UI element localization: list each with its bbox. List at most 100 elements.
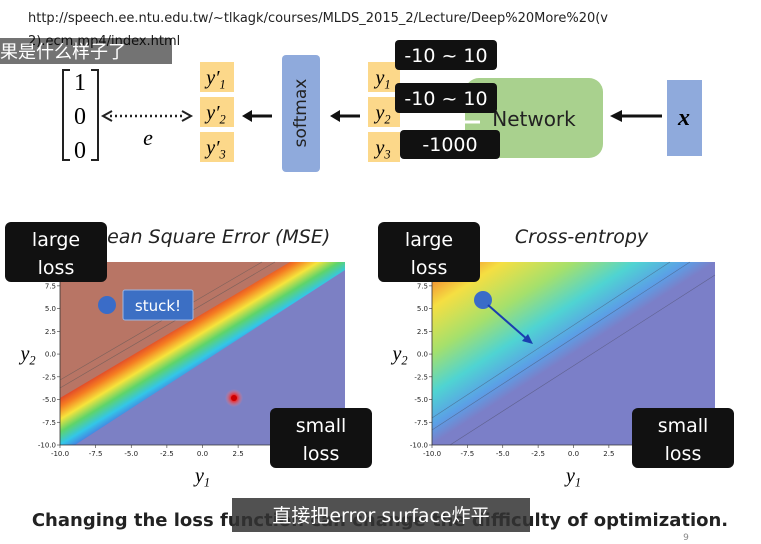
symbol: y′ xyxy=(204,102,220,124)
math-label: y1 xyxy=(564,465,581,489)
large-loss-box xyxy=(5,222,107,282)
symbol: y′ xyxy=(204,67,220,89)
surface-band xyxy=(60,262,345,445)
start-point xyxy=(474,291,492,309)
math-label: y3 xyxy=(373,137,390,161)
minimum-point xyxy=(231,395,237,401)
math-label: y2 xyxy=(373,102,390,126)
x-tick-label: -2.5 xyxy=(531,450,545,458)
x-tick-label: 2.5 xyxy=(233,450,244,458)
math-label: y′3 xyxy=(204,137,225,161)
arrow-head xyxy=(610,110,622,122)
y-tick-label: -7.5 xyxy=(42,419,56,427)
subscript: 1 xyxy=(575,475,581,489)
output-box xyxy=(200,62,234,92)
network-label: Network xyxy=(492,107,576,131)
subscript: 2 xyxy=(220,112,226,126)
x-tick-label: -2.5 xyxy=(160,450,174,458)
subscript: 2 xyxy=(401,353,407,367)
output-box xyxy=(200,132,234,162)
small-loss-label: loss xyxy=(665,443,702,465)
range-label: -10 ~ 10 xyxy=(404,88,487,110)
large-loss-label: loss xyxy=(38,257,75,279)
small-loss-label: loss xyxy=(303,443,340,465)
symbol: y xyxy=(390,343,401,365)
x-tick-label: -7.5 xyxy=(89,450,103,458)
range-box xyxy=(395,40,497,70)
y-tick-label: -7.5 xyxy=(414,419,428,427)
small-loss-box xyxy=(270,408,372,468)
target-entry: 0 xyxy=(74,138,86,164)
x-tick-label: 0.0 xyxy=(568,450,579,458)
subtitle: 果是什么样子了 xyxy=(0,42,126,63)
subtitle-bg xyxy=(0,38,172,64)
range-label: -1000 xyxy=(422,134,477,156)
arrow-head xyxy=(242,110,252,122)
y-tick-label: -10.0 xyxy=(410,442,428,450)
math-label: y2 xyxy=(390,343,407,367)
input-label: x xyxy=(677,105,690,131)
range-box xyxy=(400,130,500,159)
y-tick-label: 5.0 xyxy=(45,305,56,313)
error-label: e xyxy=(143,125,153,150)
logit-box xyxy=(368,97,400,127)
subscript: 3 xyxy=(219,147,226,161)
y-tick-label: -10.0 xyxy=(38,442,56,450)
subtitle-bg xyxy=(232,498,530,532)
subtitle: 直接把error surface炸平 xyxy=(272,505,489,527)
range-box xyxy=(395,83,497,113)
contour xyxy=(431,261,716,446)
symbol: y xyxy=(564,465,575,487)
x-tick-label: -10.0 xyxy=(51,450,69,458)
logit-box xyxy=(368,132,400,162)
small-loss-label: small xyxy=(296,415,347,437)
subscript: 3 xyxy=(383,147,390,161)
symbol: y xyxy=(373,67,384,89)
stuck-box xyxy=(122,289,194,321)
subscript: 1 xyxy=(204,475,210,489)
y-tick-label: -5.0 xyxy=(42,396,56,404)
y-tick-label: 2.5 xyxy=(45,328,56,336)
symbol: y xyxy=(193,465,204,487)
contour xyxy=(59,261,276,389)
math-label: y1 xyxy=(373,67,390,91)
range-label: -10 ~ 10 xyxy=(404,45,487,67)
symbol: y′ xyxy=(204,137,220,159)
softmax-box xyxy=(282,55,320,172)
y-tick-label: 0.0 xyxy=(45,351,56,359)
large-loss-label: large xyxy=(405,229,453,251)
subscript: 2 xyxy=(29,353,35,367)
y-tick-label: 7.5 xyxy=(417,282,428,290)
target-entry: 1 xyxy=(74,70,86,96)
output-box xyxy=(200,97,234,127)
symbol: y xyxy=(373,137,384,159)
input-box xyxy=(667,80,702,156)
math-label: y′2 xyxy=(204,102,225,126)
arrow-head xyxy=(100,110,194,122)
large-loss-label: large xyxy=(32,229,80,251)
math-label: y′1 xyxy=(204,67,225,91)
plot-title: Mean Square Error (MSE) xyxy=(91,226,331,248)
x-tick-label: 2.5 xyxy=(603,450,614,458)
y-tick-label: 5.0 xyxy=(417,305,428,313)
arrow-head xyxy=(522,334,533,344)
math-label: y1 xyxy=(193,465,210,489)
large-loss-label: loss xyxy=(411,257,448,279)
target-entry: 0 xyxy=(74,104,86,130)
x-tick-label: -5.0 xyxy=(496,450,510,458)
subscript: 1 xyxy=(384,77,390,91)
symbol: y xyxy=(373,102,384,124)
softmax-label: softmax xyxy=(291,79,311,148)
y-tick-label: -2.5 xyxy=(42,373,56,381)
small-loss-box xyxy=(632,408,734,468)
x-tick-label: -10.0 xyxy=(423,450,441,458)
descent-arrow xyxy=(487,304,529,341)
url-line: http://speech.ee.ntu.edu.tw/~tlkagk/cour… xyxy=(28,11,608,26)
subscript: 1 xyxy=(220,77,226,91)
y-tick-label: 2.5 xyxy=(417,328,428,336)
stuck-point xyxy=(98,296,116,314)
large-loss-box xyxy=(378,222,480,282)
x-tick-label: -5.0 xyxy=(124,450,138,458)
